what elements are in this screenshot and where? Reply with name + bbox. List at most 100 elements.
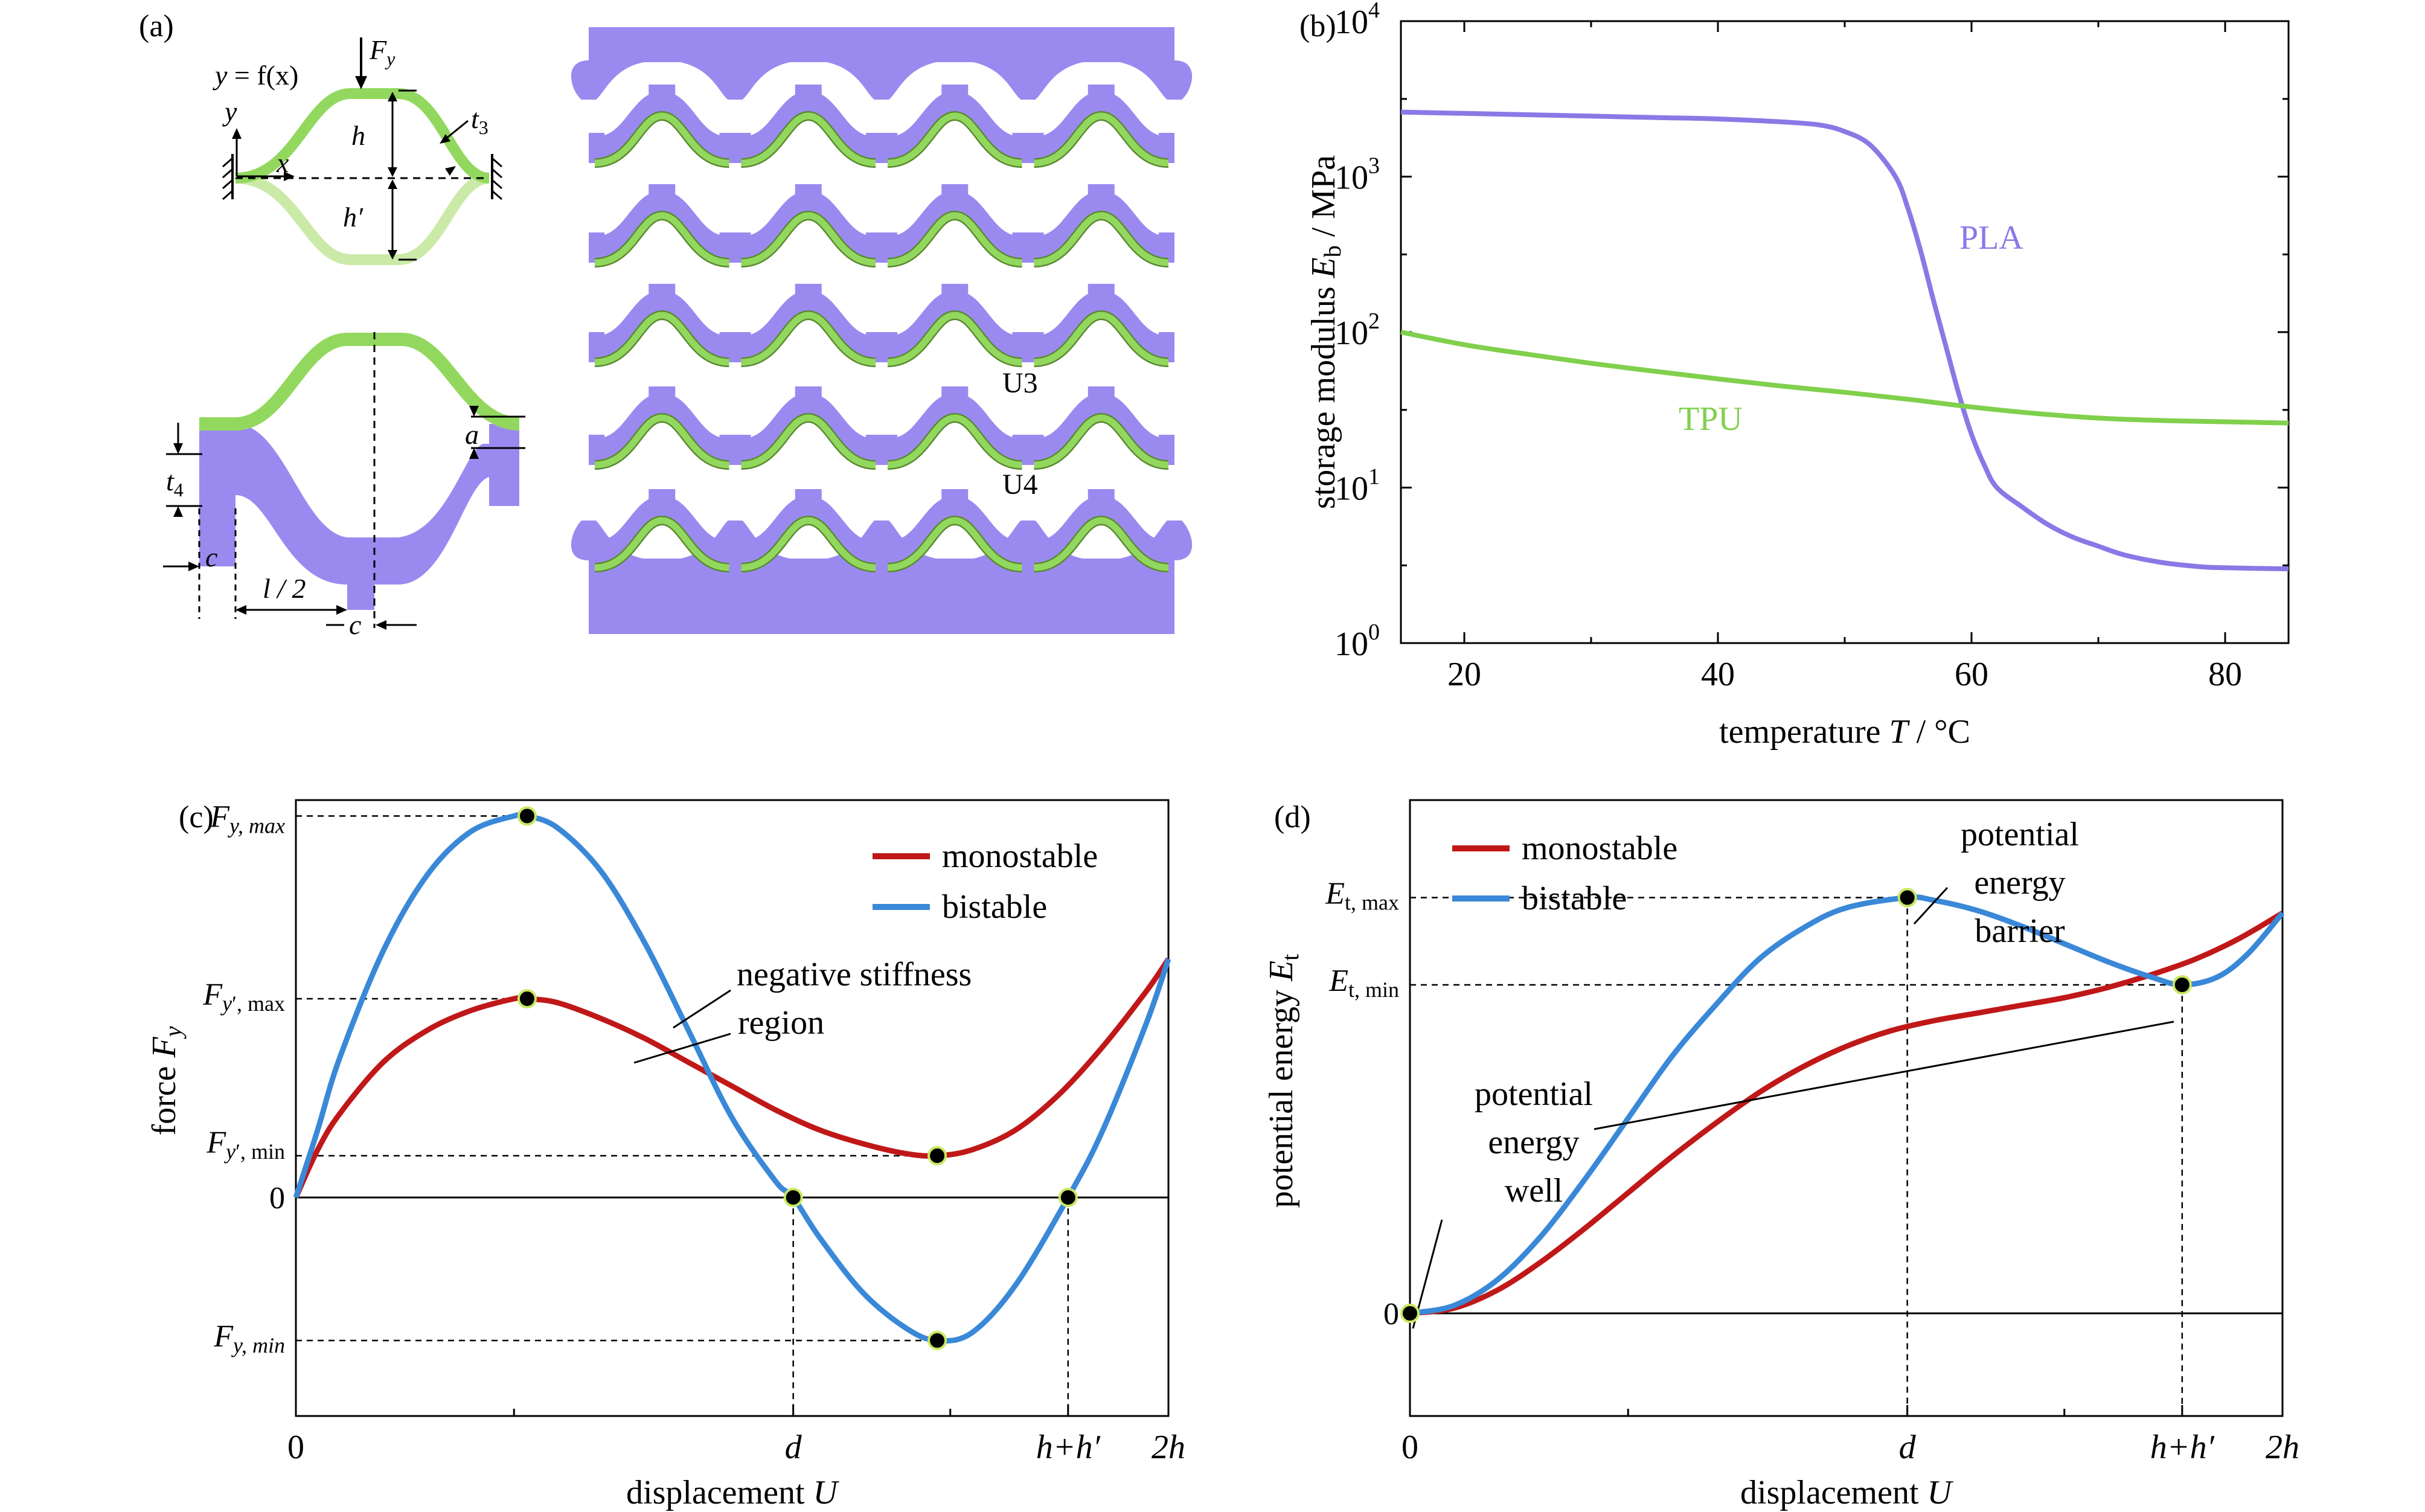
marker-bistable — [2172, 975, 2192, 995]
lattice-top-plate — [589, 27, 1174, 62]
lattice-top-cusp — [808, 60, 955, 100]
y-tick-label-zero: 0 — [1383, 1297, 1399, 1331]
dimension-a: a — [465, 419, 479, 450]
annotation-well-line2: energy — [1488, 1124, 1579, 1161]
chart-d-xlabel: displacement U — [1740, 1474, 1953, 1511]
marker-bistable — [927, 1330, 947, 1350]
y-tick-label-fy-max-prime: Fy′, max — [202, 978, 285, 1016]
lattice-mid-post — [941, 489, 969, 513]
x-tick-label: 40 — [1701, 656, 1735, 693]
c-left-arrowhead — [188, 562, 199, 571]
panel-a-label: (a) — [139, 9, 174, 43]
a-arrowheads — [469, 406, 479, 459]
dimension-t3: t3 — [471, 103, 489, 138]
series-bistable-line — [293, 811, 1171, 1344]
lattice-mid-post — [649, 85, 676, 109]
t3-pointer — [445, 120, 469, 140]
unit-cell-drawing: a t4 c l / 2 c — [163, 332, 525, 640]
lattice-mid-post — [795, 386, 822, 411]
lattice-green-arch — [594, 112, 1169, 167]
y-tick-label-et-min: Et, min — [1328, 964, 1399, 1002]
lattice-mid-post — [941, 85, 969, 109]
shape-equation: y = f(x) — [213, 60, 298, 91]
beam-upper-shape — [235, 88, 490, 184]
marker-bistable — [1400, 1304, 1420, 1323]
unit-cell-green-beam — [199, 333, 520, 431]
lattice-mid-post — [649, 386, 676, 411]
lattice-mid-post — [795, 489, 822, 513]
chart-c-key-points — [517, 806, 1078, 1350]
lattice-mid-post — [795, 284, 822, 308]
metamaterial-lattice — [571, 27, 1193, 634]
annotation-well-line1: potential — [1475, 1075, 1593, 1113]
chart-d-frame — [1409, 799, 2284, 1417]
x-tick-label: 60 — [1955, 656, 1988, 693]
annotation-negative-stiffness: negative stiffness — [737, 956, 972, 993]
marker-monostable — [517, 989, 537, 1009]
lattice-green-arch — [594, 212, 1169, 266]
lattice-mid-post — [1088, 386, 1115, 411]
legend-label-monostable: monostable — [1522, 830, 1677, 867]
y-axis-arrowhead — [232, 128, 242, 139]
marker-bistable — [783, 1188, 803, 1208]
y-tick-label: 104 — [1334, 0, 1380, 41]
y-tick-label: 100 — [1334, 620, 1380, 663]
unit-label-u4: U4 — [1002, 469, 1038, 501]
annotation-region: region — [738, 1004, 824, 1042]
series-bistable-energy-line — [1409, 894, 2285, 1316]
dimension-h: h — [351, 120, 365, 151]
annotation-barrier-line3: barrier — [1975, 912, 2065, 950]
h-dim-arrowheads — [388, 92, 397, 177]
chart-d-key-points — [1400, 888, 2192, 1323]
y-tick-label-fy-max: Fy, max — [210, 799, 285, 838]
axis-label-y: y — [222, 96, 237, 127]
dimension-t4: t4 — [166, 466, 184, 501]
unit-cell-purple-beam — [199, 424, 519, 610]
chart-c-xlabel: displacement U — [626, 1474, 839, 1511]
marker-bistable — [1897, 888, 1917, 908]
legend-label-bistable: bistable — [942, 888, 1047, 926]
lattice-mid-post — [1088, 85, 1115, 109]
lattice-bottom-plate — [589, 559, 1174, 634]
lattice-mid-post — [941, 184, 969, 208]
panel-b-label: (b) — [1299, 9, 1336, 43]
series-label-pla: PLA — [1959, 219, 2023, 257]
lattice-top-cusp — [662, 60, 809, 100]
y-tick-label: 102 — [1334, 309, 1380, 352]
x-tick-label: 0 — [1402, 1429, 1418, 1466]
x-axis-arrowhead — [284, 171, 295, 181]
x-tick-label: d — [1899, 1429, 1917, 1466]
dimension-half-l: l / 2 — [263, 573, 306, 604]
unit-label-u3: U3 — [1002, 367, 1038, 399]
lattice-top-cusp — [571, 60, 662, 100]
lattice-mid-post — [795, 85, 822, 109]
annotation-barrier-line2: energy — [1974, 864, 2065, 902]
annotation-pointer-2 — [633, 1033, 731, 1064]
dimension-c-bottom: c — [349, 609, 361, 640]
x-tick-label: 2h — [1152, 1429, 1185, 1466]
lattice-mid-post — [649, 284, 676, 308]
c-bottom-arrowhead — [376, 620, 386, 630]
lattice-green-arch — [594, 312, 1169, 366]
chart-d-guides — [1410, 897, 2282, 1416]
legend-label-monostable: monostable — [942, 838, 1098, 875]
panel-b: (b) 20 40 60 80 100 101 102 103 104 PLA TPU temp… — [1299, 0, 2290, 751]
annotation-well-line3: well — [1505, 1172, 1563, 1209]
lattice-mid-post — [1088, 489, 1115, 513]
lattice-mid-post — [649, 184, 676, 208]
left-support-hatch — [222, 157, 233, 200]
dimension-h-prime: h′ — [343, 202, 364, 232]
lattice-green-arch — [594, 414, 1169, 469]
lattice-top-cusp — [955, 60, 1101, 100]
beam-schematic: y x y = f(x) Fy h h′ t3 — [213, 34, 502, 265]
chart-d-ylabel: potential energy Et — [1263, 954, 1304, 1208]
annotation-pointer-1 — [673, 989, 731, 1029]
annotation-barrier-line1: potential — [1961, 816, 2079, 853]
series-monostable-line — [293, 957, 1171, 1199]
panel-d: (d) 0 d h+h′ 2h 0 Et, max Et, min potential en… — [1263, 799, 2299, 1511]
lattice-mid-post — [1088, 184, 1115, 208]
chart-b-ylabel: storage modulus Eb / MPa — [1305, 155, 1346, 509]
hprime-dim-arrowheads — [388, 179, 397, 260]
legend-label-bistable: bistable — [1522, 880, 1627, 917]
